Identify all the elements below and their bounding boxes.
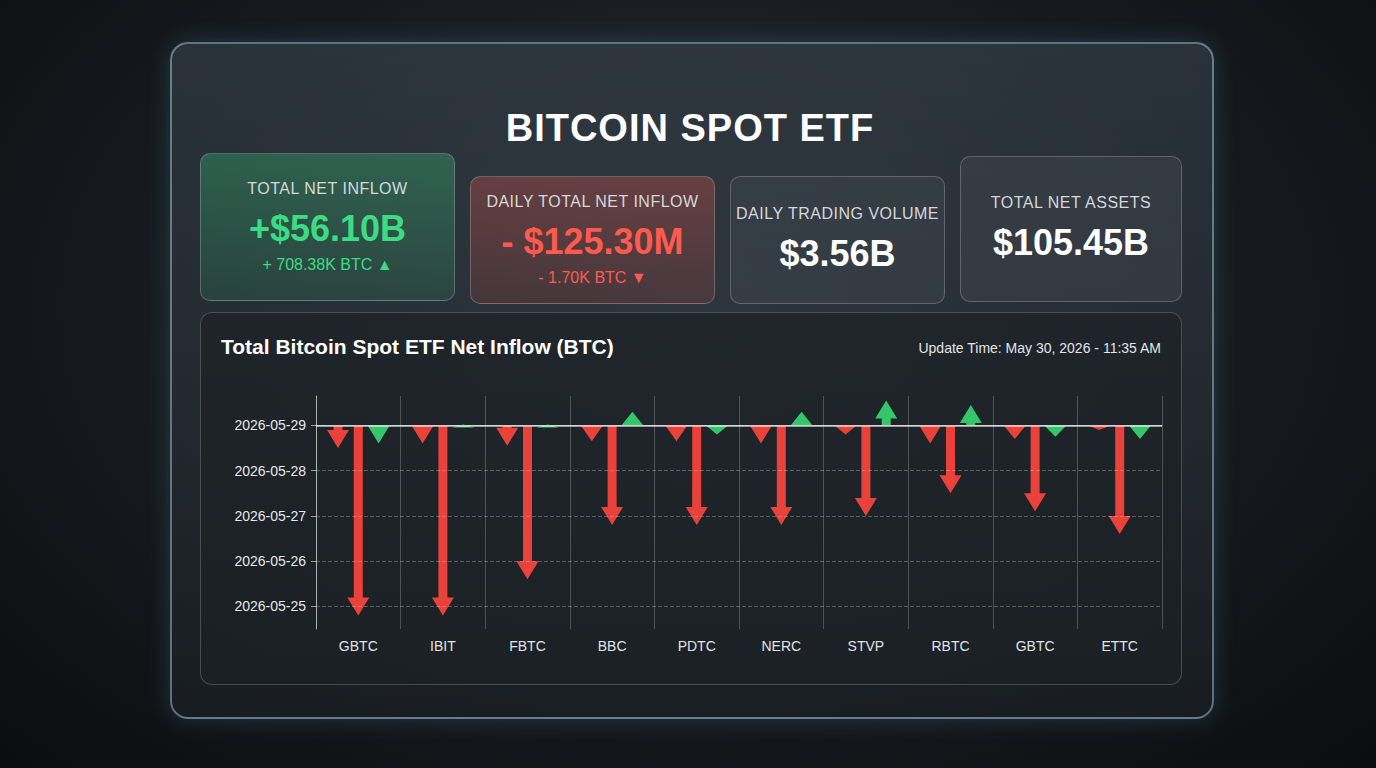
svg-text:PDTC: PDTC	[678, 638, 716, 654]
html-text:DAILY TOTAL NET INFLOW: DAILY TOTAL NET INFLOW	[486, 193, 699, 210]
html-text:TOTAL NET ASSETS: TOTAL NET ASSETS	[990, 194, 1152, 211]
svg-text:NERC: NERC	[761, 638, 801, 654]
svg-text:ETTC: ETTC	[1101, 638, 1138, 654]
svg-text:FBTC: FBTC	[509, 638, 546, 654]
svg-text:2026-05-26: 2026-05-26	[234, 553, 306, 569]
svg-text:2026-05-27: 2026-05-27	[234, 508, 306, 524]
svg-text:RBTC: RBTC	[931, 638, 969, 654]
html-text:- 1.70K BTC ▼: - 1.70K BTC ▼	[538, 269, 647, 286]
html-text:BITCOIN SPOT ETF: BITCOIN SPOT ETF	[505, 107, 875, 149]
svg-text:2026-05-25: 2026-05-25	[234, 598, 306, 614]
html-text:Total Bitcoin Spot ETF Net Inf: Total Bitcoin Spot ETF Net Inflow (BTC)	[221, 335, 614, 358]
html-text:TOTAL NET INFLOW: TOTAL NET INFLOW	[247, 180, 408, 197]
html-text:- $125.30M: - $125.30M	[501, 221, 684, 262]
svg-text:2026-05-29: 2026-05-29	[234, 417, 306, 433]
svg-text:STVP: STVP	[848, 638, 885, 654]
html-text:DAILY TRADING VOLUME: DAILY TRADING VOLUME	[736, 205, 939, 222]
svg-text:GBTC: GBTC	[339, 638, 378, 654]
svg-text:BBC: BBC	[598, 638, 627, 654]
svg-text:GBTC: GBTC	[1016, 638, 1055, 654]
html-text:$3.56B: $3.56B	[779, 233, 896, 274]
svg-text:IBIT: IBIT	[430, 638, 456, 654]
svg-text:2026-05-28: 2026-05-28	[234, 463, 306, 479]
html-text:+ 708.38K BTC ▲: + 708.38K BTC ▲	[262, 256, 393, 273]
html-text:$105.45B: $105.45B	[992, 222, 1150, 263]
html-text:+$56.10B: +$56.10B	[248, 208, 407, 249]
html-text:Update Time: May 30, 2026 - 11: Update Time: May 30, 2026 - 11:35 AM	[918, 340, 1161, 356]
